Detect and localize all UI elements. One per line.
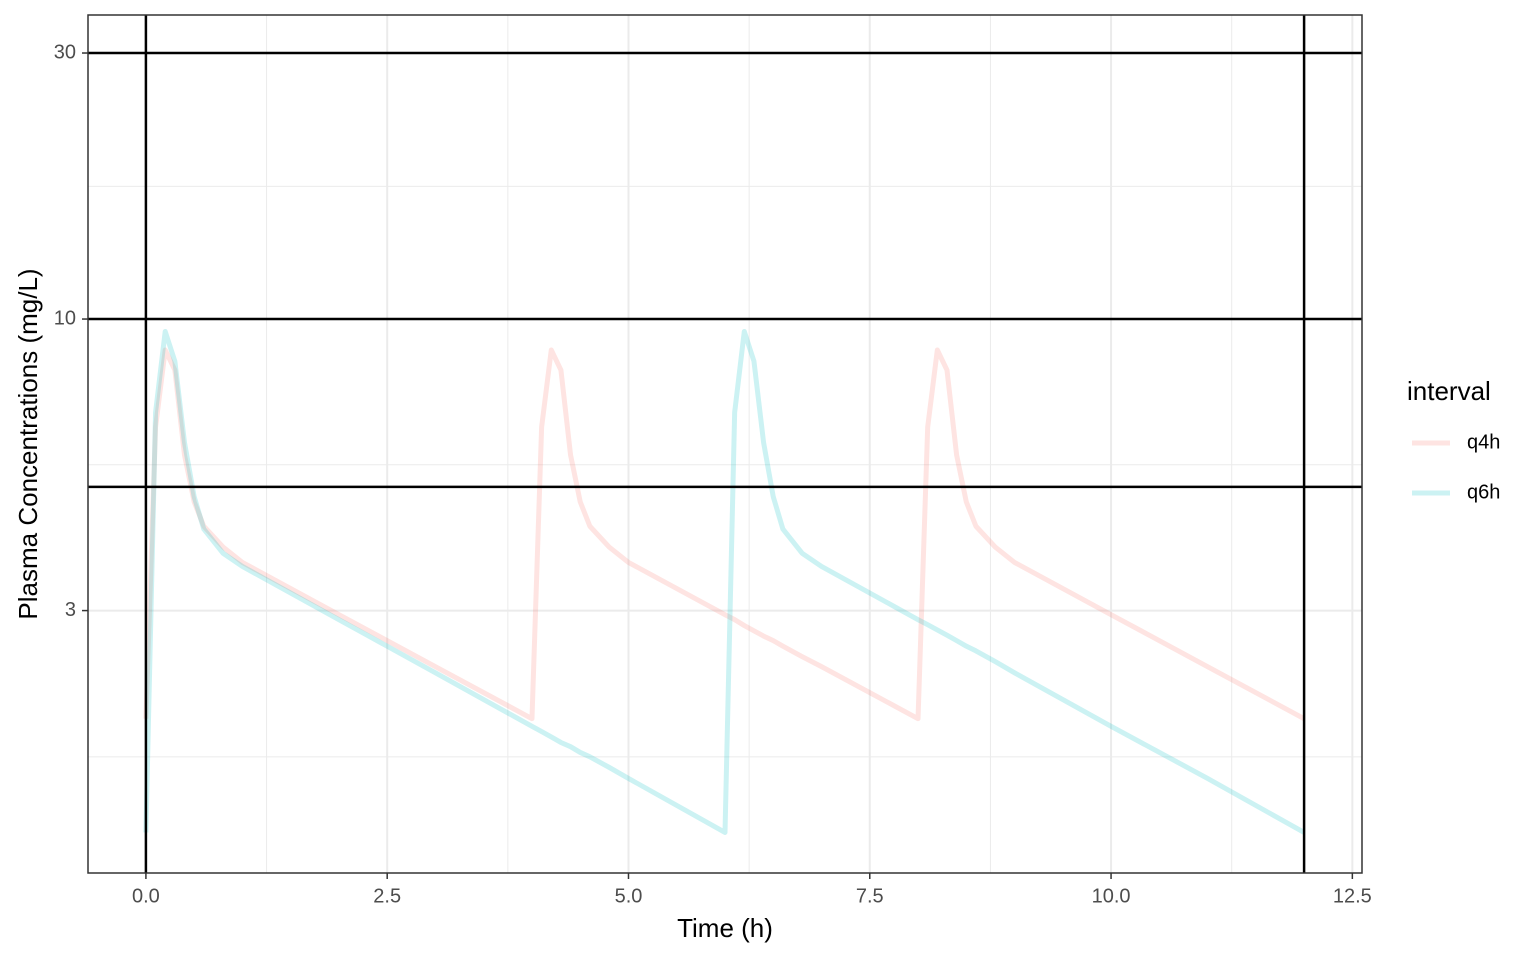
- x-tick-label: 10.0: [1092, 885, 1131, 907]
- x-tick-label: 2.5: [373, 885, 401, 907]
- y-tick-label: 30: [54, 41, 76, 63]
- legend-label: q4h: [1467, 431, 1500, 453]
- x-tick-label: 5.0: [615, 885, 643, 907]
- plot-border: [87, 14, 1363, 874]
- legend-label: q6h: [1467, 481, 1500, 503]
- series-line: [143, 328, 1306, 835]
- x-tick-label: 12.5: [1333, 885, 1372, 907]
- x-tick-label: 0.0: [132, 885, 160, 907]
- y-tick-label: 10: [54, 307, 76, 329]
- series-line: [143, 347, 1306, 722]
- legend-title: interval: [1407, 376, 1491, 406]
- y-axis-label: Plasma Concentrations (mg/L): [13, 268, 43, 619]
- x-axis-label: Time (h): [677, 913, 773, 943]
- x-tick-label: 7.5: [856, 885, 884, 907]
- y-tick-label: 3: [65, 599, 76, 621]
